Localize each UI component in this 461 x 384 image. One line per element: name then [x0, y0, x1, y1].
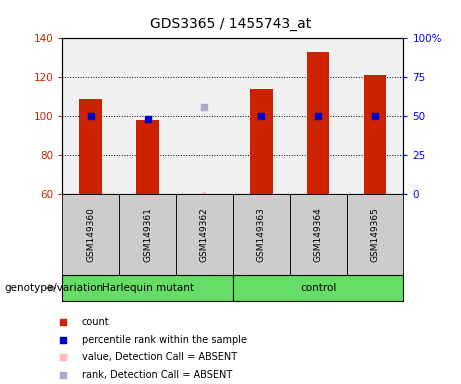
Text: count: count: [82, 317, 109, 327]
Text: GSM149360: GSM149360: [86, 207, 95, 262]
Text: genotype/variation: genotype/variation: [5, 283, 104, 293]
Bar: [250, 89, 272, 194]
Bar: [136, 120, 159, 194]
Point: [258, 113, 265, 119]
Point: [201, 104, 208, 110]
Point: [59, 354, 67, 361]
Text: value, Detection Call = ABSENT: value, Detection Call = ABSENT: [82, 353, 236, 362]
Point: [371, 113, 378, 119]
Bar: [119, 194, 176, 275]
Point: [314, 113, 322, 119]
Text: control: control: [300, 283, 336, 293]
Bar: [364, 75, 386, 194]
Bar: [62, 275, 233, 301]
Text: GSM149365: GSM149365: [371, 207, 379, 262]
Text: GSM149361: GSM149361: [143, 207, 152, 262]
Text: GSM149362: GSM149362: [200, 207, 209, 262]
Bar: [203, 192, 206, 194]
Bar: [347, 194, 403, 275]
Bar: [233, 275, 403, 301]
Text: percentile rank within the sample: percentile rank within the sample: [82, 334, 247, 344]
Text: GDS3365 / 1455743_at: GDS3365 / 1455743_at: [150, 17, 311, 31]
Bar: [307, 52, 330, 194]
Text: GSM149363: GSM149363: [257, 207, 266, 262]
Bar: [233, 194, 290, 275]
Text: rank, Detection Call = ABSENT: rank, Detection Call = ABSENT: [82, 370, 232, 380]
Text: GSM149364: GSM149364: [313, 207, 323, 262]
Bar: [79, 99, 102, 194]
Bar: [62, 194, 119, 275]
Bar: [176, 194, 233, 275]
Point: [144, 116, 151, 122]
Point: [59, 319, 67, 325]
Point: [59, 336, 67, 343]
Text: Harlequin mutant: Harlequin mutant: [101, 283, 194, 293]
Point: [87, 113, 95, 119]
Point: [59, 372, 67, 378]
Bar: [290, 194, 347, 275]
